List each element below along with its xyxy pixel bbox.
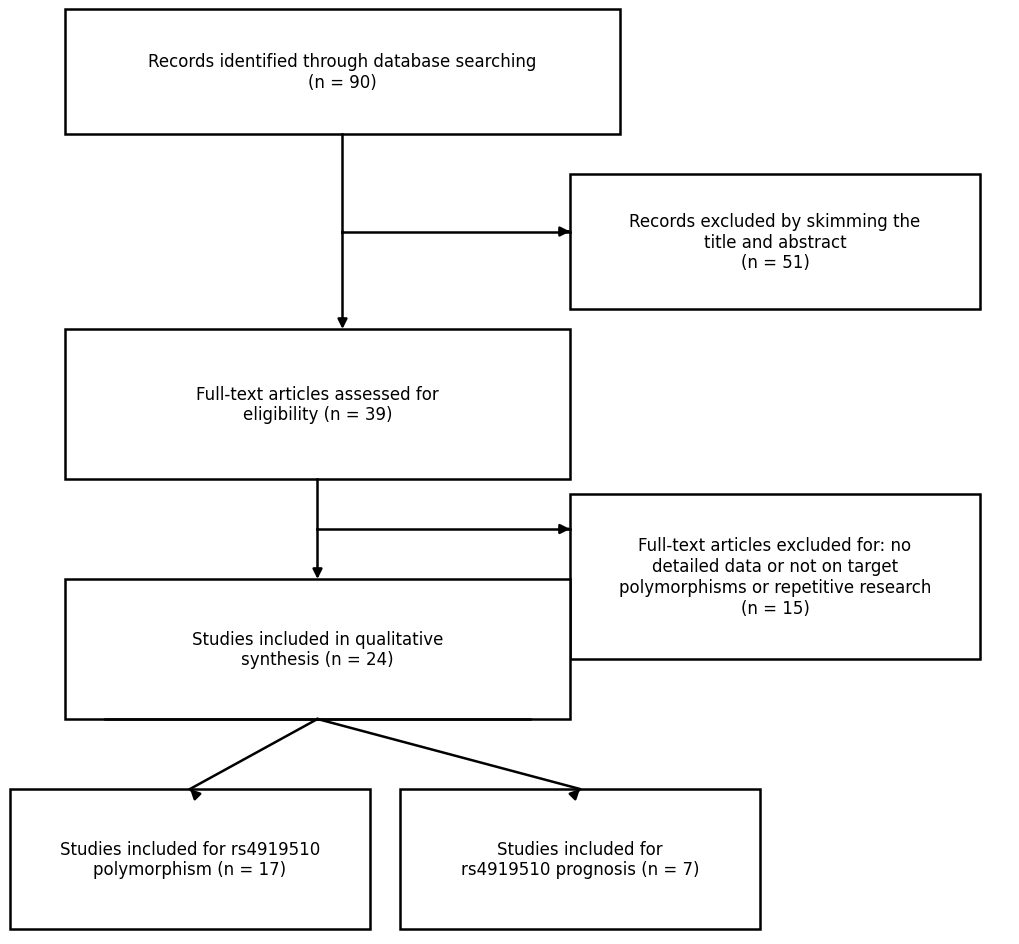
Bar xyxy=(570,495,979,659)
Bar xyxy=(65,10,620,135)
Bar xyxy=(570,175,979,310)
Bar xyxy=(10,789,370,929)
Text: Full-text articles excluded for: no
detailed data or not on target
polymorphisms: Full-text articles excluded for: no deta… xyxy=(619,537,930,617)
Bar xyxy=(65,329,570,480)
Text: Studies included for
rs4919510 prognosis (n = 7): Studies included for rs4919510 prognosis… xyxy=(461,840,699,879)
Bar xyxy=(65,580,570,719)
Bar xyxy=(399,789,759,929)
Text: Studies included in qualitative
synthesis (n = 24): Studies included in qualitative synthesi… xyxy=(192,630,442,668)
Text: Records identified through database searching
(n = 90): Records identified through database sear… xyxy=(148,53,536,92)
Text: Studies included for rs4919510
polymorphism (n = 17): Studies included for rs4919510 polymorph… xyxy=(60,840,320,879)
Text: Full-text articles assessed for
eligibility (n = 39): Full-text articles assessed for eligibil… xyxy=(196,385,438,424)
Text: Records excluded by skimming the
title and abstract
(n = 51): Records excluded by skimming the title a… xyxy=(629,212,920,272)
